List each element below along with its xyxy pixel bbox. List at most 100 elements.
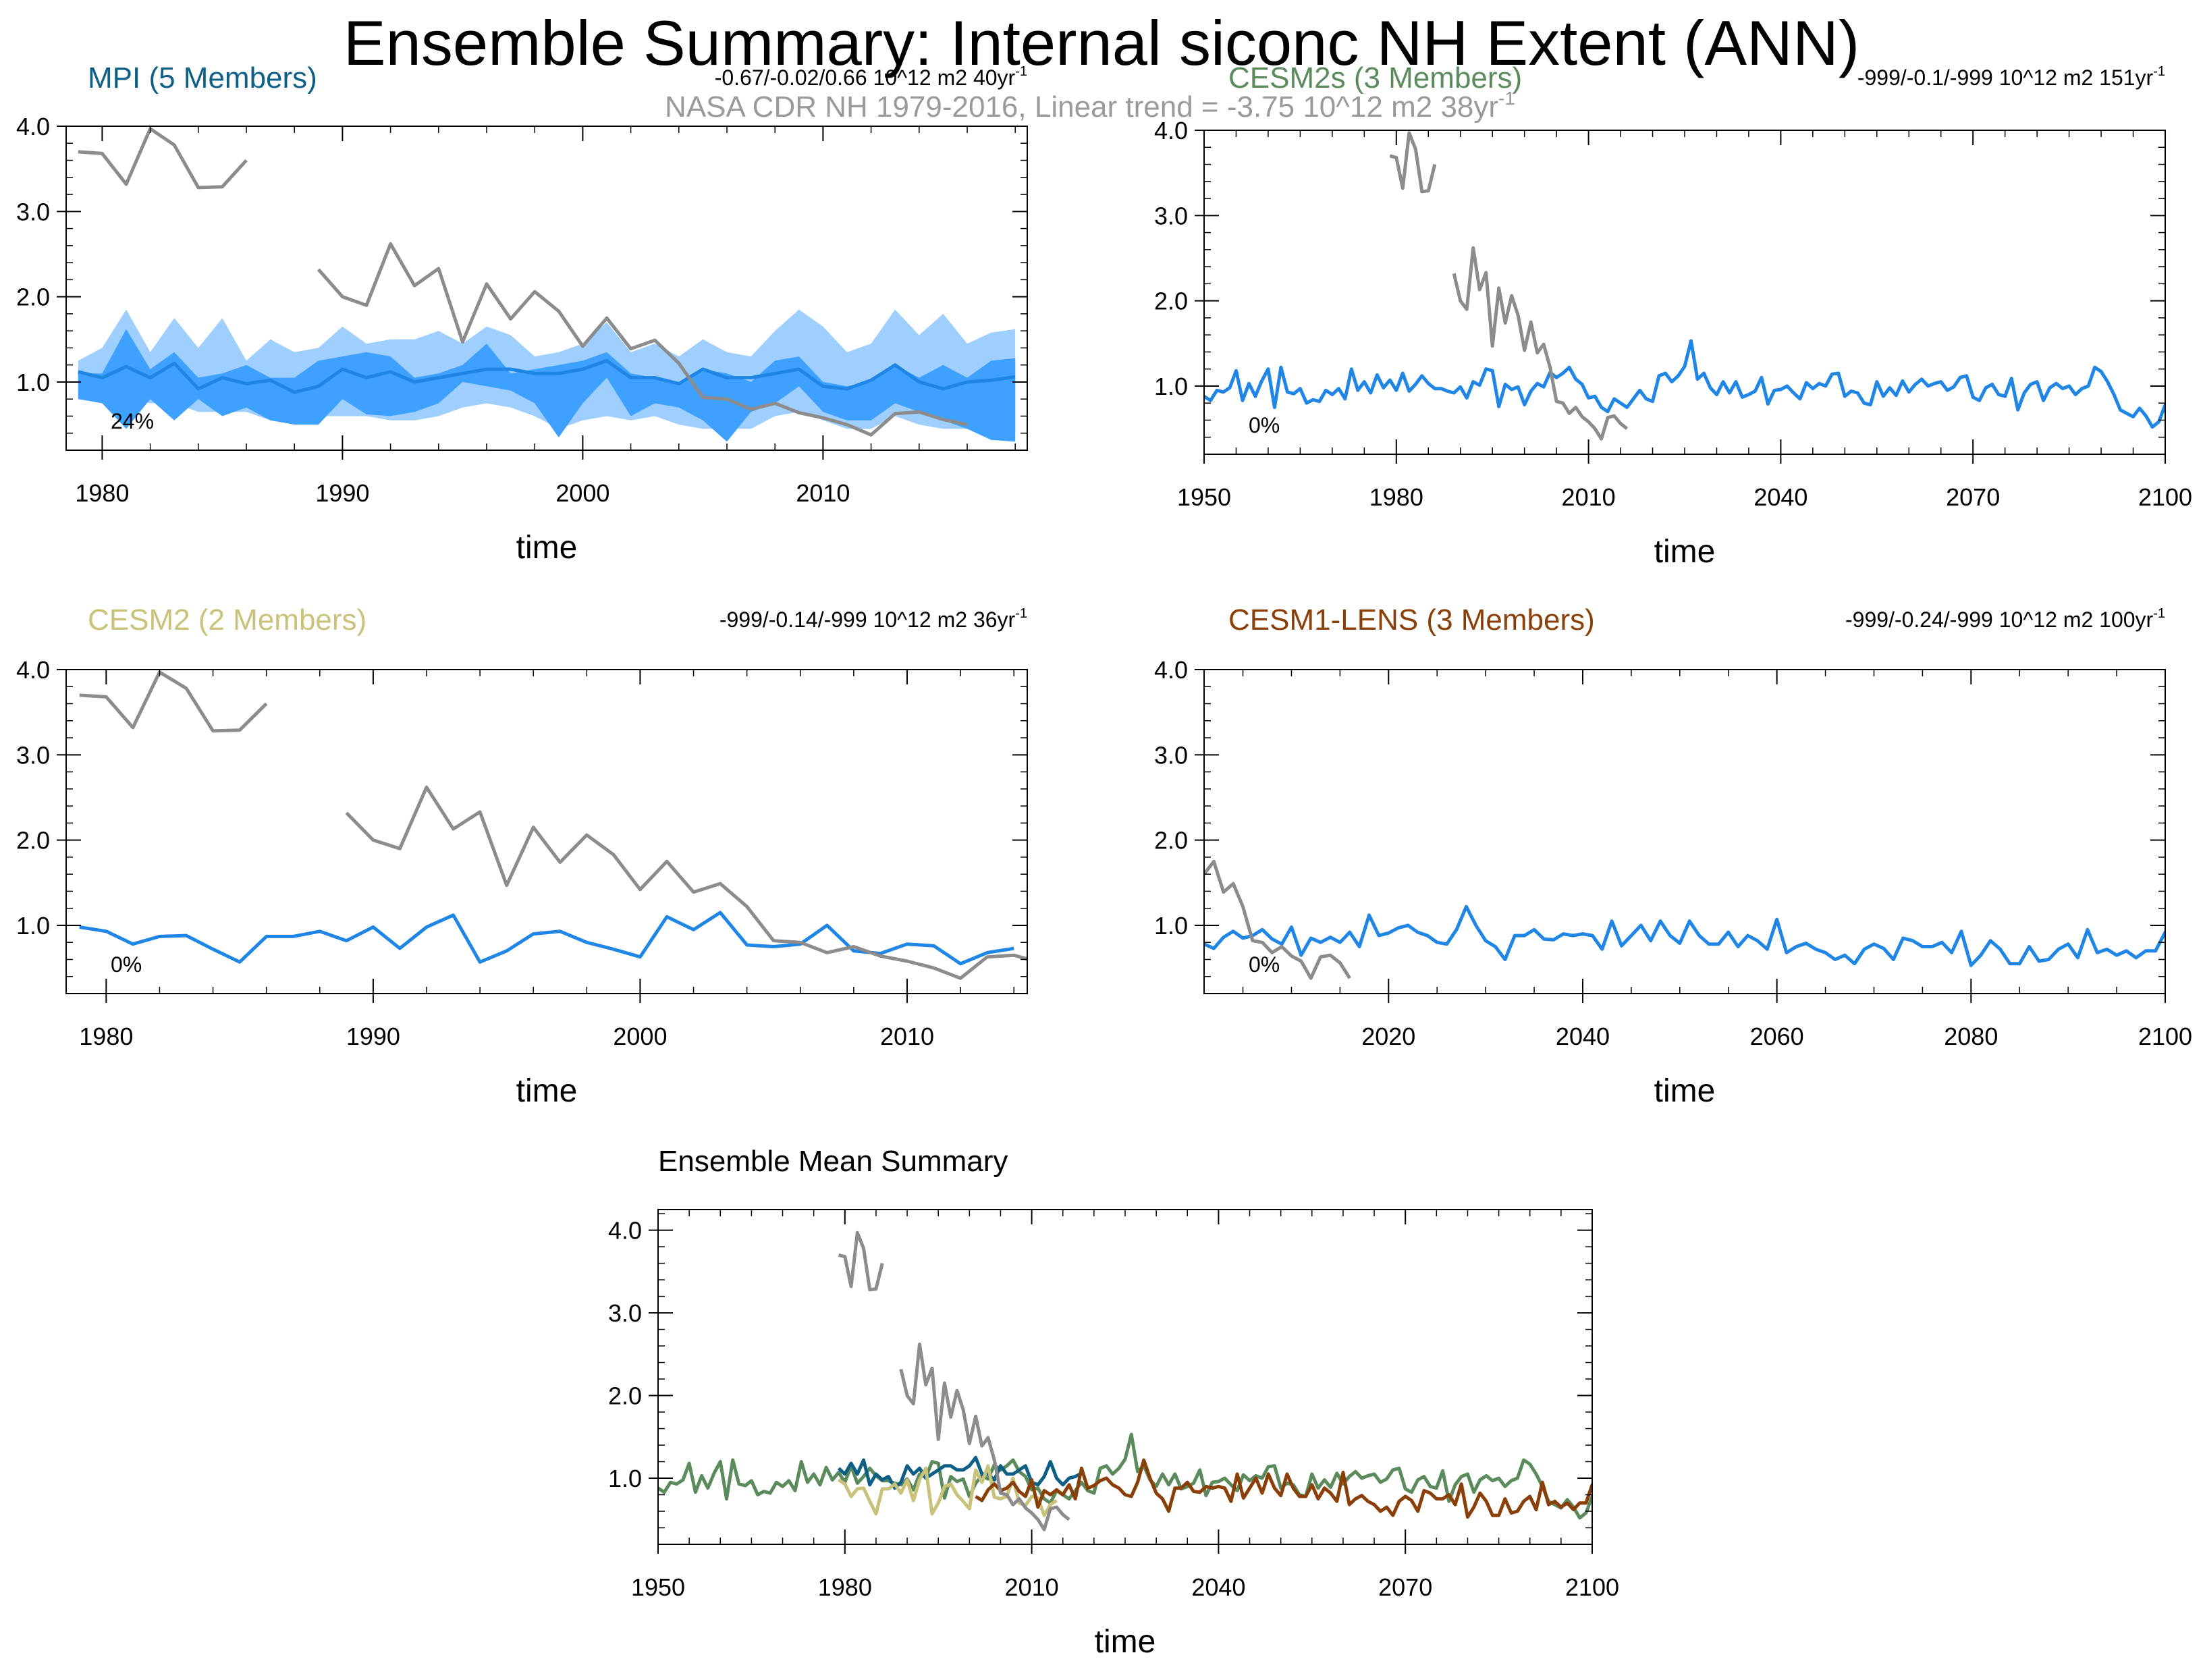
y-tick-label: 2.0 [1154, 827, 1188, 855]
plot-area-mpi [78, 127, 1016, 442]
series-line-nasa-cdr-nh [78, 127, 968, 437]
percent-label: 24% [111, 409, 154, 433]
panel-stats: -999/-0.1/-999 10^12 m2 151yr-1 [1857, 64, 2165, 90]
plot-area-summary [658, 1230, 1592, 1532]
x-tick-label: 1980 [79, 1023, 133, 1050]
x-tick-label: 2010 [1005, 1573, 1059, 1601]
x-axis-label: time [516, 530, 578, 566]
panel-summary: 1950 1980 2010 2040 2070 2100 1.0 2.0 3.0 4.0 time… [608, 1145, 1619, 1660]
series-line-nasa-cdr-nh [1389, 131, 1629, 441]
y-tick-label: 3.0 [1154, 741, 1188, 769]
x-tick-label: 2060 [1750, 1023, 1804, 1050]
x-tick-label: 1990 [315, 479, 369, 507]
figure-subtitle: NASA CDR NH 1979-2016, Linear trend = -3… [665, 88, 1515, 124]
x-tick-label: 1980 [1369, 483, 1423, 511]
y-tick-label: 1.0 [608, 1465, 642, 1492]
y-tick-label: 1.0 [16, 369, 50, 396]
panel-title: CESM1-LENS (3 Members) [1228, 603, 1595, 636]
y-tick-label: 3.0 [608, 1299, 642, 1327]
x-axis-label: time [1095, 1624, 1156, 1660]
x-tick-label: 2100 [1565, 1573, 1619, 1601]
panel-stats-text: -999/-0.14/-999 10^12 m2 36yr [719, 607, 1016, 632]
panels-group: 1980 1990 2000 2010 1.0 2.0 3.0 4.0 time MPI (5 M… [16, 61, 2192, 1660]
panel-stats: -999/-0.24/-999 10^12 m2 100yr-1 [1845, 606, 2165, 632]
x-tick-label: 2010 [796, 479, 850, 507]
x-axis-label: time [1654, 1073, 1716, 1109]
y-tick-label: 1.0 [1154, 912, 1188, 940]
x-tick-label: 2010 [880, 1023, 934, 1050]
panel-cesm2s: 1950 1980 2010 2040 2070 2100 1.0 2.0 3.0 4.0 time… [1154, 61, 2192, 570]
plot-area-cesm2 [79, 670, 1027, 980]
series-line-cesm2s-member [1204, 339, 2165, 429]
y-tick-label: 4.0 [16, 113, 50, 140]
x-axis-label: time [516, 1073, 578, 1109]
series-line-nasa-cdr-nh [1204, 859, 1351, 980]
percent-label: 0% [1249, 952, 1280, 977]
x-tick-label: 2080 [1944, 1023, 1998, 1050]
y-tick-label: 4.0 [16, 656, 50, 684]
panel-stats-text: -999/-0.1/-999 10^12 m2 151yr [1857, 65, 2154, 90]
y-tick-label: 3.0 [1154, 202, 1188, 229]
series-line-cesm2-member [79, 911, 1014, 966]
panel-title: CESM2 (2 Members) [88, 603, 366, 636]
panel-stats-text: -999/-0.24/-999 10^12 m2 100yr [1845, 607, 2154, 632]
series-line-cesm1-lens-member [1204, 904, 2165, 967]
y-tick-label: 2.0 [16, 827, 50, 855]
y-tick-label: 1.0 [1154, 373, 1188, 400]
series-line-nasa-cdr-nh [838, 1230, 1070, 1532]
x-tick-label: 1990 [346, 1023, 400, 1050]
panel-stats-text: -0.67/-0.02/0.66 10^12 m2 40yr [715, 65, 1016, 90]
spread-band-inner [78, 329, 1016, 442]
panel-mpi: 1980 1990 2000 2010 1.0 2.0 3.0 4.0 time MPI (5 M… [16, 61, 1028, 566]
x-tick-label: 2070 [1378, 1573, 1432, 1601]
y-tick-label: 2.0 [1154, 288, 1188, 315]
x-tick-label: 2000 [613, 1023, 667, 1050]
panel-title: MPI (5 Members) [88, 61, 317, 94]
series-line-cesm2s [658, 1432, 1592, 1520]
y-tick-label: 2.0 [608, 1382, 642, 1410]
panel-cesm2: 1980 1990 2000 2010 1.0 2.0 3.0 4.0 time CESM2 (2… [16, 603, 1028, 1109]
x-tick-label: 1950 [1177, 483, 1231, 511]
series-line-mpi [837, 1455, 1083, 1490]
plot-area-cesm2s [1204, 131, 2165, 441]
x-tick-label: 2040 [1556, 1023, 1610, 1050]
series-line-cesm1-lens [975, 1458, 1592, 1519]
panel-stats: -0.67/-0.02/0.66 10^12 m2 40yr-1 [715, 64, 1027, 90]
y-tick-label: 4.0 [1154, 656, 1188, 684]
panel-title: Ensemble Mean Summary [658, 1145, 1008, 1178]
x-tick-label: 1980 [75, 479, 129, 507]
x-tick-label: 2020 [1361, 1023, 1415, 1050]
series-line-nasa-cdr-nh [79, 670, 1027, 980]
x-tick-label: 2100 [2138, 483, 2192, 511]
x-tick-label: 1980 [818, 1573, 872, 1601]
plot-frame [65, 126, 1028, 451]
percent-label: 0% [111, 952, 142, 977]
panel-stats-sup: -1 [2153, 64, 2165, 79]
x-tick-label: 1950 [631, 1573, 685, 1601]
x-tick-label: 2040 [1191, 1573, 1245, 1601]
x-tick-label: 2070 [1946, 483, 2000, 511]
panel-stats: -999/-0.14/-999 10^12 m2 36yr-1 [719, 606, 1027, 632]
x-tick-label: 2100 [2138, 1023, 2192, 1050]
series-line-cesm2 [838, 1464, 1058, 1517]
figure-subtitle-text: NASA CDR NH 1979-2016, Linear trend = -3… [665, 90, 1498, 124]
series-line-mpi-ensemble-mean [78, 358, 1016, 394]
figure-subtitle-sup: -1 [1498, 88, 1515, 109]
plot-frame [65, 669, 1028, 994]
y-tick-label: 3.0 [16, 198, 50, 225]
panel-stats-sup: -1 [1015, 606, 1027, 621]
figure-title: Ensemble Summary: Internal siconc NH Ext… [344, 7, 1859, 78]
plot-area-cesm1 [1204, 859, 2165, 980]
panel-stats-sup: -1 [1015, 64, 1027, 79]
x-axis-label: time [1654, 534, 1716, 570]
y-tick-label: 4.0 [1154, 117, 1188, 144]
x-tick-label: 2040 [1753, 483, 1807, 511]
percent-label: 0% [1249, 413, 1280, 437]
y-tick-label: 1.0 [16, 912, 50, 940]
y-tick-label: 3.0 [16, 741, 50, 769]
x-tick-label: 2000 [555, 479, 609, 507]
x-tick-label: 2010 [1562, 483, 1616, 511]
y-tick-label: 4.0 [608, 1217, 642, 1245]
panel-title: CESM2s (3 Members) [1228, 61, 1522, 94]
